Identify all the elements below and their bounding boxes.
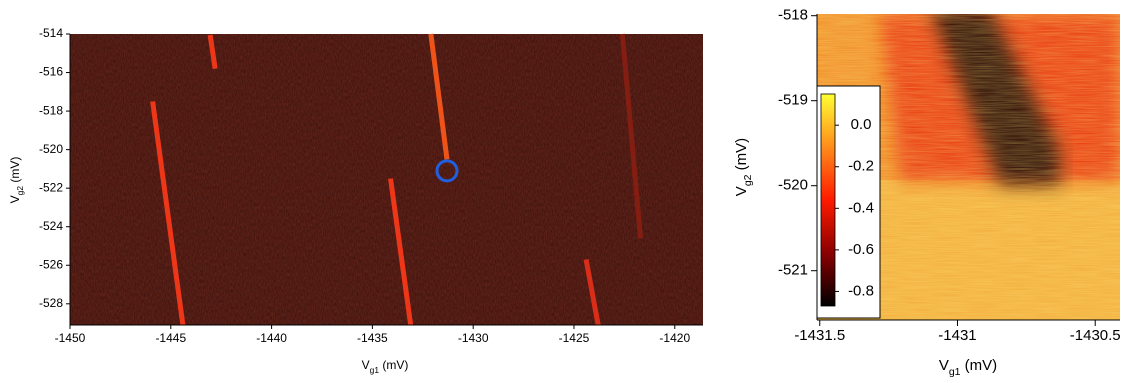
- y-tick-label: -516: [39, 65, 63, 79]
- y-tick-label: -518: [778, 7, 808, 24]
- stripe: [583, 259, 601, 326]
- x-tick-label: -1430: [458, 331, 489, 345]
- y-tick-label: -524: [39, 219, 63, 233]
- y-axis-label-sub: g2: [742, 174, 754, 186]
- stripe: [150, 101, 186, 326]
- x-axis-label-main: V: [939, 357, 949, 374]
- x-tick-label: -1450: [55, 331, 86, 345]
- stripe: [619, 33, 643, 239]
- x-tick-label: -1435: [357, 331, 388, 345]
- y-tick-label: -528: [39, 296, 63, 310]
- stripe: [388, 178, 414, 326]
- heatmap-texture: [817, 14, 1120, 320]
- y-axis-label-unit: (mV): [8, 157, 22, 186]
- y-tick-label: -522: [39, 180, 63, 194]
- x-axis-label: Vg1 (mV): [362, 358, 409, 375]
- x-axis-label-sub: g1: [949, 366, 961, 378]
- colorbar: -0.8 -0.6 -0.4 -0.2 0.0: [816, 85, 881, 319]
- x-tick-label: -1440: [256, 331, 287, 345]
- y-axis-label-unit: (mV): [733, 138, 750, 175]
- chart-right: -1431.5 -1431 -1430.5 -521 -520 -519 -518 Vg2 (…: [733, 7, 1121, 378]
- y-tick-label: -521: [778, 262, 808, 279]
- x-tick-label: -1445: [155, 331, 186, 345]
- y-tick-label: -526: [39, 257, 63, 271]
- y-axis-label: Vg2 (mV): [733, 138, 754, 196]
- x-axis-label-sub: g1: [370, 365, 380, 375]
- y-axis-label-sub: g2: [15, 186, 25, 196]
- stripe: [207, 34, 218, 70]
- colorbar-scale: [820, 93, 836, 307]
- colorbar-tick-label: -0.4: [848, 199, 874, 216]
- x-axis-label-main: V: [362, 358, 370, 372]
- y-axis-label: Vg2 (mV): [8, 157, 25, 204]
- y-tick-label: -520: [778, 177, 808, 194]
- colorbar-tick-label: -0.6: [848, 241, 874, 258]
- x-tick-label: -1431: [938, 327, 976, 344]
- x-tick-label: -1425: [559, 331, 590, 345]
- marker-circle: [435, 159, 459, 183]
- y-tick-label: -518: [39, 103, 63, 117]
- x-axis-label-unit: (mV): [379, 358, 408, 372]
- x-tick-label: -1431.5: [794, 327, 845, 344]
- x-axis-label-unit: (mV): [961, 357, 998, 374]
- x-tick-label: -1430.5: [1070, 327, 1121, 344]
- chart-left: -1450 -1445 -1440 -1435 -1430 -1425 -1420 -528 -…: [8, 26, 703, 375]
- y-tick-label: -519: [778, 92, 808, 109]
- stripe: [428, 33, 450, 160]
- colorbar-tick-label: 0.0: [851, 116, 872, 133]
- y-tick-label: -514: [39, 26, 63, 40]
- y-axis-label-main: V: [733, 186, 750, 196]
- colorbar-tick-label: -0.8: [848, 282, 874, 299]
- x-axis-label: Vg1 (mV): [939, 357, 997, 378]
- x-tick-label: -1420: [659, 331, 690, 345]
- colorbar-tick-label: -0.2: [848, 158, 874, 175]
- y-axis-label-main: V: [8, 195, 22, 203]
- y-tick-label: -520: [39, 142, 63, 156]
